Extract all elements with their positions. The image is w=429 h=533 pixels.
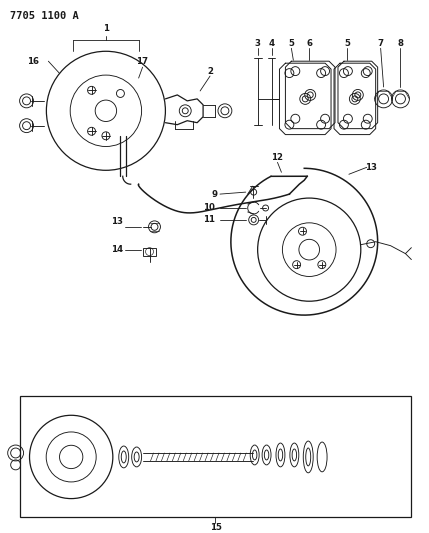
Text: 10: 10 [203,204,215,213]
Text: 11: 11 [203,215,215,224]
Text: 6: 6 [306,39,312,48]
Text: 5: 5 [344,39,350,48]
Text: 3: 3 [255,39,261,48]
Text: 9: 9 [212,190,218,199]
Bar [20,397,411,518]
Text: 14: 14 [111,245,123,254]
Text: 2: 2 [207,67,213,76]
Text: 13: 13 [111,217,123,227]
Text: 12: 12 [272,153,284,162]
Text: 4: 4 [269,39,275,48]
Bar [142,248,157,256]
Text: 8: 8 [398,39,403,48]
Text: 7: 7 [378,39,384,48]
Text: 15: 15 [209,523,221,532]
Text: 17: 17 [136,56,149,66]
Text: 13: 13 [365,163,377,172]
Text: 1: 1 [103,24,109,33]
Text: 5: 5 [288,39,294,48]
Text: 7705 1100 A: 7705 1100 A [10,11,79,21]
Text: 16: 16 [27,56,39,66]
